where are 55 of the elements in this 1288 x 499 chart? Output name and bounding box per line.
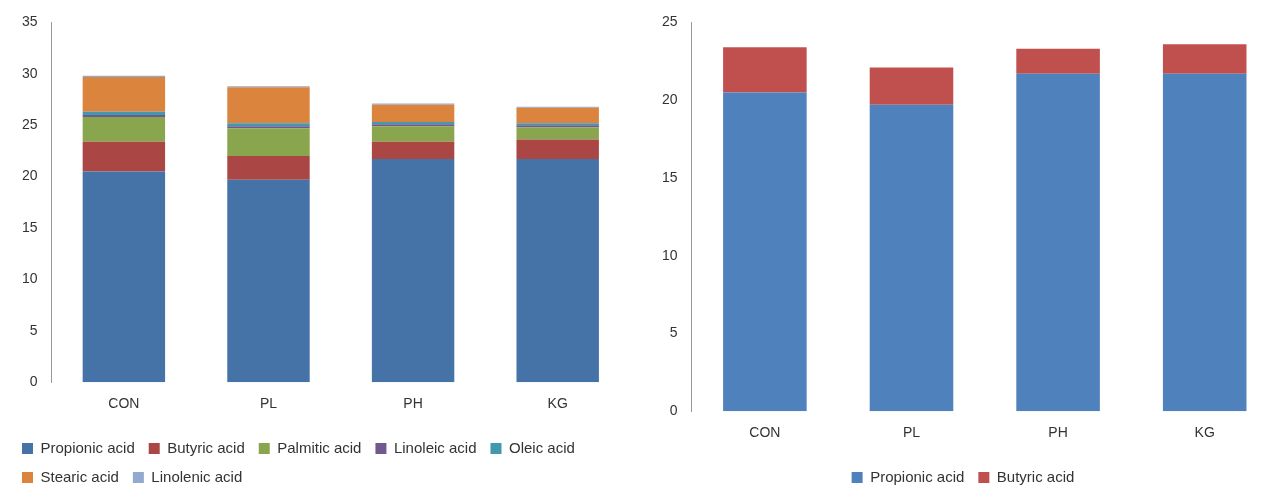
- legend-label: Butyric acid: [167, 438, 245, 456]
- y-tick-label: 10: [21, 270, 38, 287]
- bar: [82, 141, 166, 172]
- bar: [371, 126, 455, 142]
- bar: [82, 76, 166, 112]
- x-tick-label: PH: [403, 395, 423, 412]
- x-tick-label: PH: [1048, 424, 1068, 441]
- y-tick-label: 25: [661, 13, 678, 30]
- y-tick-label: 0: [29, 373, 38, 390]
- legend-label: Oleic acid: [508, 438, 575, 456]
- bar: [516, 159, 599, 383]
- legend-label: Propionic acid: [40, 438, 135, 456]
- y-tick-label: 5: [29, 321, 38, 338]
- bar: [723, 92, 807, 412]
- bar: [227, 87, 310, 124]
- bar: [82, 116, 166, 142]
- y-tick-label: 20: [661, 91, 678, 108]
- x-tick-label: PL: [902, 424, 921, 441]
- bar: [227, 128, 310, 157]
- legend-label: Linoleic acid: [393, 438, 477, 456]
- bar: [723, 47, 807, 93]
- bar: [516, 107, 599, 124]
- y-tick-label: 30: [21, 64, 38, 81]
- legend-label: Stearic acid: [40, 467, 119, 485]
- legend-label: Palmitic acid: [277, 438, 362, 456]
- legend-label: Linolenic acid: [151, 467, 243, 485]
- x-tick-label: PL: [259, 395, 278, 412]
- bar: [371, 141, 455, 160]
- bar: [1016, 73, 1100, 412]
- legend-label: Butyric acid: [996, 467, 1075, 485]
- legend-label: Propionic acid: [870, 467, 965, 485]
- x-tick-label: CON: [108, 395, 140, 412]
- bar: [82, 171, 166, 383]
- bar: [371, 104, 455, 123]
- bar: [1016, 48, 1100, 74]
- y-tick-label: 25: [21, 116, 38, 133]
- y-tick-label: 15: [661, 168, 678, 185]
- x-tick-label: CON: [749, 424, 781, 441]
- y-tick-label: 0: [669, 402, 678, 419]
- x-tick-label: KG: [1194, 424, 1215, 441]
- bar: [227, 156, 310, 180]
- bar: [371, 159, 455, 383]
- y-tick-label: 5: [669, 324, 678, 341]
- y-tick-label: 10: [661, 246, 678, 263]
- y-tick-label: 35: [21, 13, 38, 30]
- bar: [516, 127, 599, 140]
- bar: [1162, 44, 1247, 74]
- x-tick-label: KG: [547, 395, 568, 412]
- y-tick-label: 20: [21, 167, 38, 184]
- y-tick-label: 15: [21, 218, 38, 235]
- bar: [869, 104, 954, 412]
- bar: [1162, 73, 1247, 412]
- bar: [869, 67, 954, 105]
- bar: [516, 139, 599, 160]
- bar: [227, 179, 310, 383]
